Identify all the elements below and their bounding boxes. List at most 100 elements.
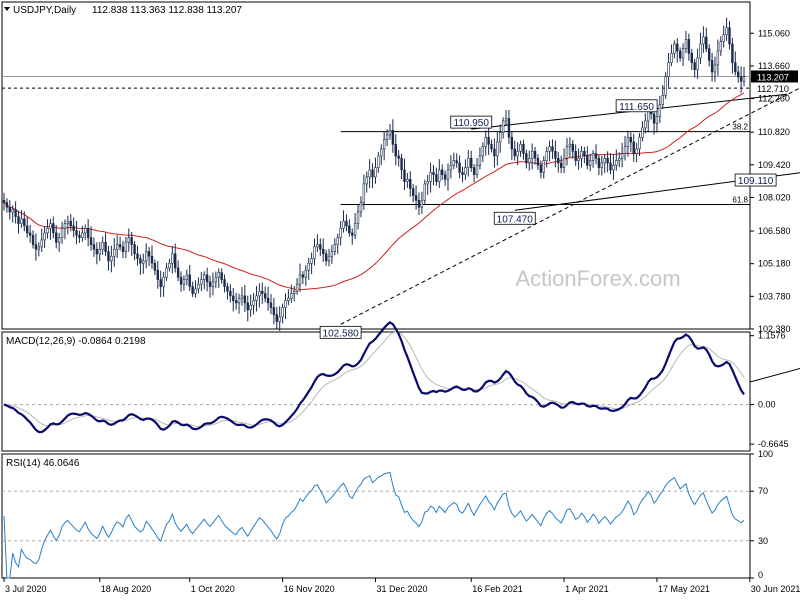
candle-body: [322, 248, 325, 255]
candle-body: [562, 157, 566, 168]
candle-body: [623, 146, 627, 154]
candle-body: [734, 62, 737, 73]
rsi-axis-tick-label: 100: [758, 449, 773, 459]
price-annotation-label: 109.110: [738, 176, 774, 187]
candle-body: [46, 227, 49, 234]
candle-body: [533, 150, 537, 159]
candle-body: [316, 244, 319, 248]
candle-body: [368, 169, 371, 178]
candle-body: [507, 118, 511, 138]
candle-body: [522, 143, 525, 154]
candle-body: [606, 157, 609, 164]
rsi-axis-tick-label: 0: [758, 570, 763, 580]
price-annotations: 102.580107.470110.950111.650109.110115.5…: [319, 99, 777, 339]
candle-body: [394, 143, 397, 157]
macd-axis-tick-label: -0.6645: [758, 439, 789, 449]
price-axis-tick-label: 103.780: [758, 291, 791, 301]
candle-body: [673, 43, 676, 54]
candle-body: [319, 244, 322, 250]
candle-body: [443, 174, 447, 180]
candle-body: [632, 141, 635, 154]
candle-body: [121, 246, 125, 252]
candle-body: [690, 53, 693, 63]
candle-body: [609, 162, 612, 171]
candle-body: [678, 50, 682, 59]
trendline: [514, 172, 800, 211]
candle-body: [11, 209, 14, 213]
candle-body: [371, 169, 374, 178]
candle-body: [644, 120, 647, 129]
candle-body: [374, 167, 377, 178]
candle-body: [557, 157, 560, 164]
candle-body: [8, 206, 12, 213]
candle-body: [455, 160, 458, 164]
candle-body: [702, 36, 705, 45]
candle-body: [583, 150, 586, 157]
candle-body: [385, 134, 389, 140]
candle-body: [107, 251, 110, 262]
candle-body: [86, 227, 90, 238]
price-annotation-label: 102.580: [323, 328, 360, 339]
candle-body: [612, 164, 615, 171]
candle-body: [52, 223, 55, 234]
date-axis-tick-label: 1 Oct 2020: [191, 584, 235, 594]
candle-body: [55, 232, 58, 243]
candle-body: [118, 244, 122, 248]
date-axis-tick-label: 17 May 2021: [658, 584, 710, 594]
candle-body: [243, 295, 247, 304]
candle-body: [641, 127, 644, 138]
candle-body: [545, 150, 548, 161]
candle-body: [266, 297, 270, 304]
candle-body: [197, 283, 200, 290]
candle-body: [667, 62, 670, 77]
candle-body: [525, 153, 528, 164]
candle-body: [351, 232, 354, 236]
candle-body: [200, 279, 203, 285]
candle-body: [536, 157, 540, 166]
candle-body: [226, 286, 229, 292]
candle-body: [615, 160, 618, 166]
candle-body: [214, 276, 218, 283]
fib-level-label: 61.8: [732, 195, 748, 204]
candle-body: [232, 295, 235, 301]
candle-body: [693, 62, 696, 70]
macd-axis: 1.1576 0.00 -0.6645: [750, 331, 789, 449]
candle-body: [139, 258, 142, 264]
candle-body: [725, 27, 728, 35]
candle-body: [429, 171, 432, 182]
candle-body: [710, 60, 714, 73]
price-annotation-label: 110.950: [454, 118, 490, 129]
rsi-title: RSI(14) 46.0646: [6, 458, 80, 469]
candle-body: [113, 248, 116, 257]
candle-body: [179, 276, 183, 285]
candle-body: [696, 57, 699, 70]
candle-body: [670, 53, 673, 63]
candle-body: [240, 295, 244, 299]
candle-body: [493, 148, 496, 157]
price-annotation-box: [734, 173, 777, 187]
candle-body: [234, 300, 238, 304]
candle-body: [554, 150, 557, 159]
candle-body: [597, 157, 601, 168]
candle-body: [626, 136, 630, 147]
price-axis-tick-label: 102.380: [758, 324, 791, 334]
candle-body: [258, 290, 261, 297]
current-price-tag: [751, 70, 798, 83]
caret-down-icon: [4, 7, 10, 11]
candle-body: [185, 274, 189, 280]
candle-body: [414, 195, 418, 201]
candle-body: [63, 223, 67, 229]
candle-body: [475, 164, 479, 175]
candle-body: [618, 157, 621, 161]
date-axis-tick-label: 16 Feb 2021: [472, 584, 523, 594]
rsi-lines: [2, 471, 750, 579]
candle-body: [365, 176, 368, 185]
candle-body: [78, 234, 81, 238]
candle-body: [620, 153, 624, 159]
candle-body: [591, 153, 595, 161]
candle-body: [501, 120, 505, 133]
macd-axis-tick-label: 0.00: [758, 400, 776, 410]
candle-body: [586, 155, 589, 166]
candle-body: [661, 94, 664, 105]
